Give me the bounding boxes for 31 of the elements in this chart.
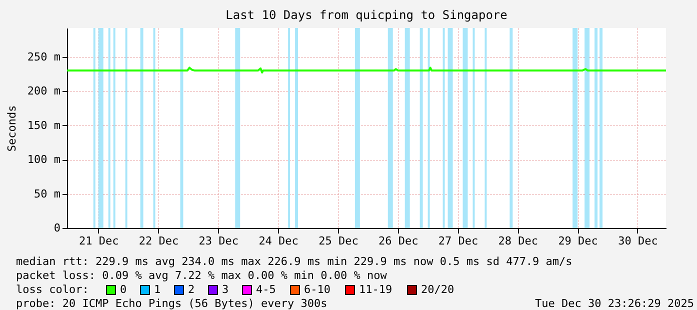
x-tick-label: 25 Dec xyxy=(318,234,358,248)
legend-label: 3 xyxy=(222,283,229,296)
x-tick-label: 30 Dec xyxy=(618,234,658,248)
x-tick-label: 22 Dec xyxy=(138,234,179,248)
text: probe: 20 ICMP Echo Pings (56 Bytes) every 300s xyxy=(16,297,328,310)
legend-title: loss color: xyxy=(16,283,89,296)
y-axis-title: Seconds xyxy=(5,105,18,152)
x-tick-label: 26 Dec xyxy=(378,234,418,248)
x-tick-label: 27 Dec xyxy=(438,234,478,248)
text: median rtt: 229.9 ms avg 234.0 ms max 226.9 ms min 229.9 ms now 0.5 ms sd 477.9 am/s xyxy=(16,255,572,268)
text: Tue Dec 30 23:26:29 2025 xyxy=(535,297,694,310)
y-tick-label: 100 m xyxy=(27,153,61,166)
legend-label: 1 xyxy=(154,283,161,296)
legend-label: 2 xyxy=(188,283,195,296)
x-tick-label: 23 Dec xyxy=(198,234,239,248)
legend-label: 11-19 xyxy=(359,283,392,296)
x-tick-label: 28 Dec xyxy=(498,234,538,248)
legend-label: 4-5 xyxy=(256,283,276,296)
x-tick-label: 24 Dec xyxy=(258,234,298,248)
legend-label: 6-10 xyxy=(304,283,330,296)
y-tick-label: 150 m xyxy=(27,118,61,132)
x-tick-label: 21 Dec xyxy=(78,234,119,248)
y-tick-label: 0 xyxy=(54,222,60,234)
y-tick-label: 50 m xyxy=(34,187,61,200)
legend-label: 0 xyxy=(120,283,127,296)
legend-label: 20/20 xyxy=(421,283,454,296)
text: packet loss: 0.09 % avg 7.22 % max 0.00 % min 0.00 % now xyxy=(16,269,388,282)
x-tick-label: 29 Dec xyxy=(558,234,598,248)
y-tick-label: 200 m xyxy=(27,84,61,98)
y-tick-label: 250 m xyxy=(27,50,61,64)
chart-title: Last 10 Days from quicping to Singapore xyxy=(226,8,508,22)
